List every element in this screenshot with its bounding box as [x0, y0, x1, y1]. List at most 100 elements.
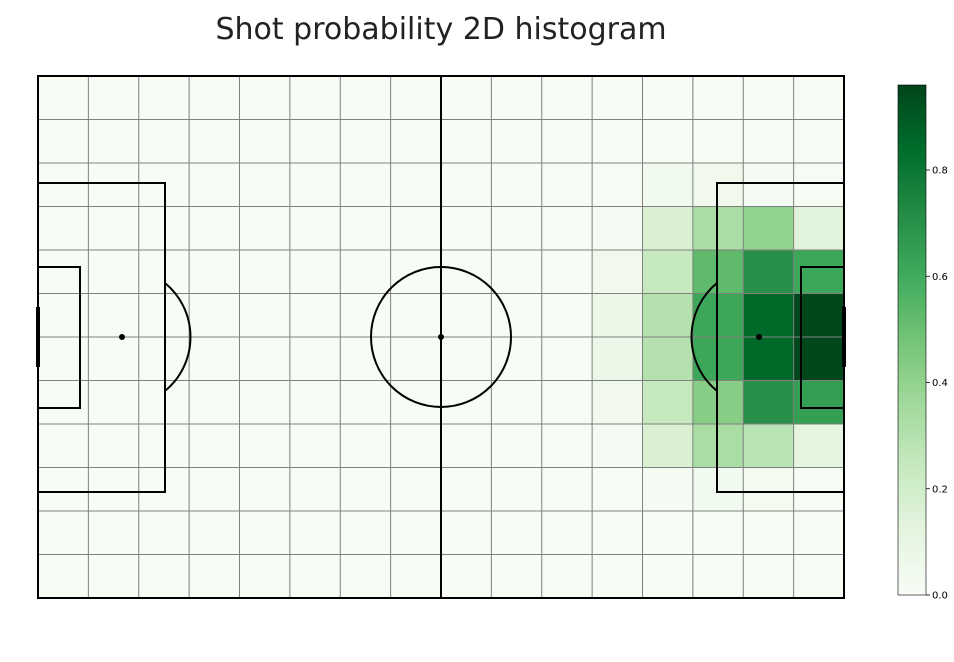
heatmap-cell	[239, 163, 291, 207]
heatmap-cell	[441, 337, 492, 381]
heatmap-cell	[692, 76, 744, 120]
heatmap-cell	[692, 380, 744, 425]
heatmap-cell	[441, 293, 492, 338]
heatmap-cell	[592, 337, 643, 381]
heatmap-cell	[390, 337, 442, 381]
heatmap-cell	[793, 250, 845, 294]
heatmap-cell	[541, 511, 593, 555]
heatmap-cell	[38, 76, 89, 120]
heatmap-cell	[289, 380, 341, 425]
heatmap-cell	[441, 206, 492, 251]
heatmap-cell	[793, 424, 845, 468]
heatmap-cell	[390, 511, 442, 555]
heatmap-cell	[592, 293, 643, 338]
heatmap-cell	[38, 163, 89, 207]
heatmap-cell	[189, 554, 240, 599]
heatmap-cell	[340, 206, 392, 251]
heatmap-cell	[541, 119, 593, 164]
heatmap-cell	[541, 206, 593, 251]
heatmap-cell	[692, 467, 744, 512]
heatmap-cell	[692, 554, 744, 599]
heatmap-cell	[592, 467, 643, 512]
heatmap-cell	[743, 467, 795, 512]
heatmap-cell	[743, 337, 795, 381]
heatmap-cell	[592, 119, 643, 164]
heatmap-cell	[743, 380, 795, 425]
heatmap-cell	[743, 163, 795, 207]
heatmap-cell	[239, 250, 291, 294]
heatmap-cell	[692, 206, 744, 251]
heatmap-cell	[88, 76, 140, 120]
colorbar-gradient	[897, 84, 927, 596]
colorbar: 0.0 0.2 0.4 0.6 0.8	[897, 84, 948, 602]
heatmap-cell	[138, 511, 190, 555]
left-penalty-arc	[164, 282, 192, 392]
heatmap-cell	[390, 206, 442, 251]
heatmap-cell	[793, 293, 845, 338]
heatmap-cell	[88, 424, 140, 468]
heatmap-cell	[793, 511, 845, 555]
heatmap-cell	[189, 119, 240, 164]
heatmap-cell	[491, 511, 543, 555]
heatmap-cell	[189, 511, 240, 555]
right-penalty-spot	[756, 334, 762, 340]
heatmap-cell	[390, 119, 442, 164]
heatmap-cell	[692, 163, 744, 207]
heatmap-cell	[491, 467, 543, 512]
pitch-markings	[36, 75, 846, 599]
heatmap-cell	[138, 76, 190, 120]
heatmap-cell	[642, 206, 694, 251]
heatmap-cell	[189, 250, 240, 294]
heatmap-cell	[441, 554, 492, 599]
heatmap-cell	[390, 424, 442, 468]
heatmap-cell	[239, 467, 291, 512]
heatmap-cell	[239, 424, 291, 468]
colorbar-tick-label: 0.2	[932, 484, 948, 495]
heatmap-cell	[390, 554, 442, 599]
heatmap-cell	[743, 119, 795, 164]
heatmap-cell	[138, 119, 190, 164]
heatmap-cell	[441, 119, 492, 164]
heatmap-cell	[289, 511, 341, 555]
heatmap-cell	[38, 293, 89, 338]
heatmap-cell	[340, 163, 392, 207]
heatmap-cell	[692, 250, 744, 294]
heatmap-cell	[340, 250, 392, 294]
heatmap-cell	[541, 250, 593, 294]
heatmap-cell	[340, 76, 392, 120]
heatmap-cell	[88, 119, 140, 164]
heatmap-cell	[340, 424, 392, 468]
heatmap-cell	[390, 293, 442, 338]
heatmap-cell	[793, 337, 845, 381]
heatmap-cell	[592, 250, 643, 294]
heatmap-cell	[289, 337, 341, 381]
heatmap-cell	[491, 293, 543, 338]
heatmap-cell	[38, 119, 89, 164]
heatmap-cell	[541, 424, 593, 468]
heatmap-cell	[743, 424, 795, 468]
heatmap-cell	[340, 380, 392, 425]
heatmap-cell	[642, 554, 694, 599]
heatmap-cell	[441, 467, 492, 512]
heatmap-cell	[88, 554, 140, 599]
heatmap-cell	[541, 337, 593, 381]
heatmap-cell	[441, 76, 492, 120]
heatmap-cell	[642, 293, 694, 338]
heatmap-cell	[491, 250, 543, 294]
heatmap-cell	[189, 206, 240, 251]
heatmap-cell	[239, 380, 291, 425]
heatmap-cell	[743, 554, 795, 599]
heatmap-cell	[491, 119, 543, 164]
heatmap-cell	[88, 293, 140, 338]
heatmap-cell	[289, 554, 341, 599]
heatmap-cell	[743, 511, 795, 555]
heatmap-cell	[189, 163, 240, 207]
heatmap-cell	[289, 206, 341, 251]
heatmap-cell	[189, 467, 240, 512]
heatmap-cell	[340, 293, 392, 338]
heatmap-cell	[390, 467, 442, 512]
heatmap-cell	[289, 119, 341, 164]
heatmap-cell	[88, 206, 140, 251]
heatmap-cell	[441, 511, 492, 555]
